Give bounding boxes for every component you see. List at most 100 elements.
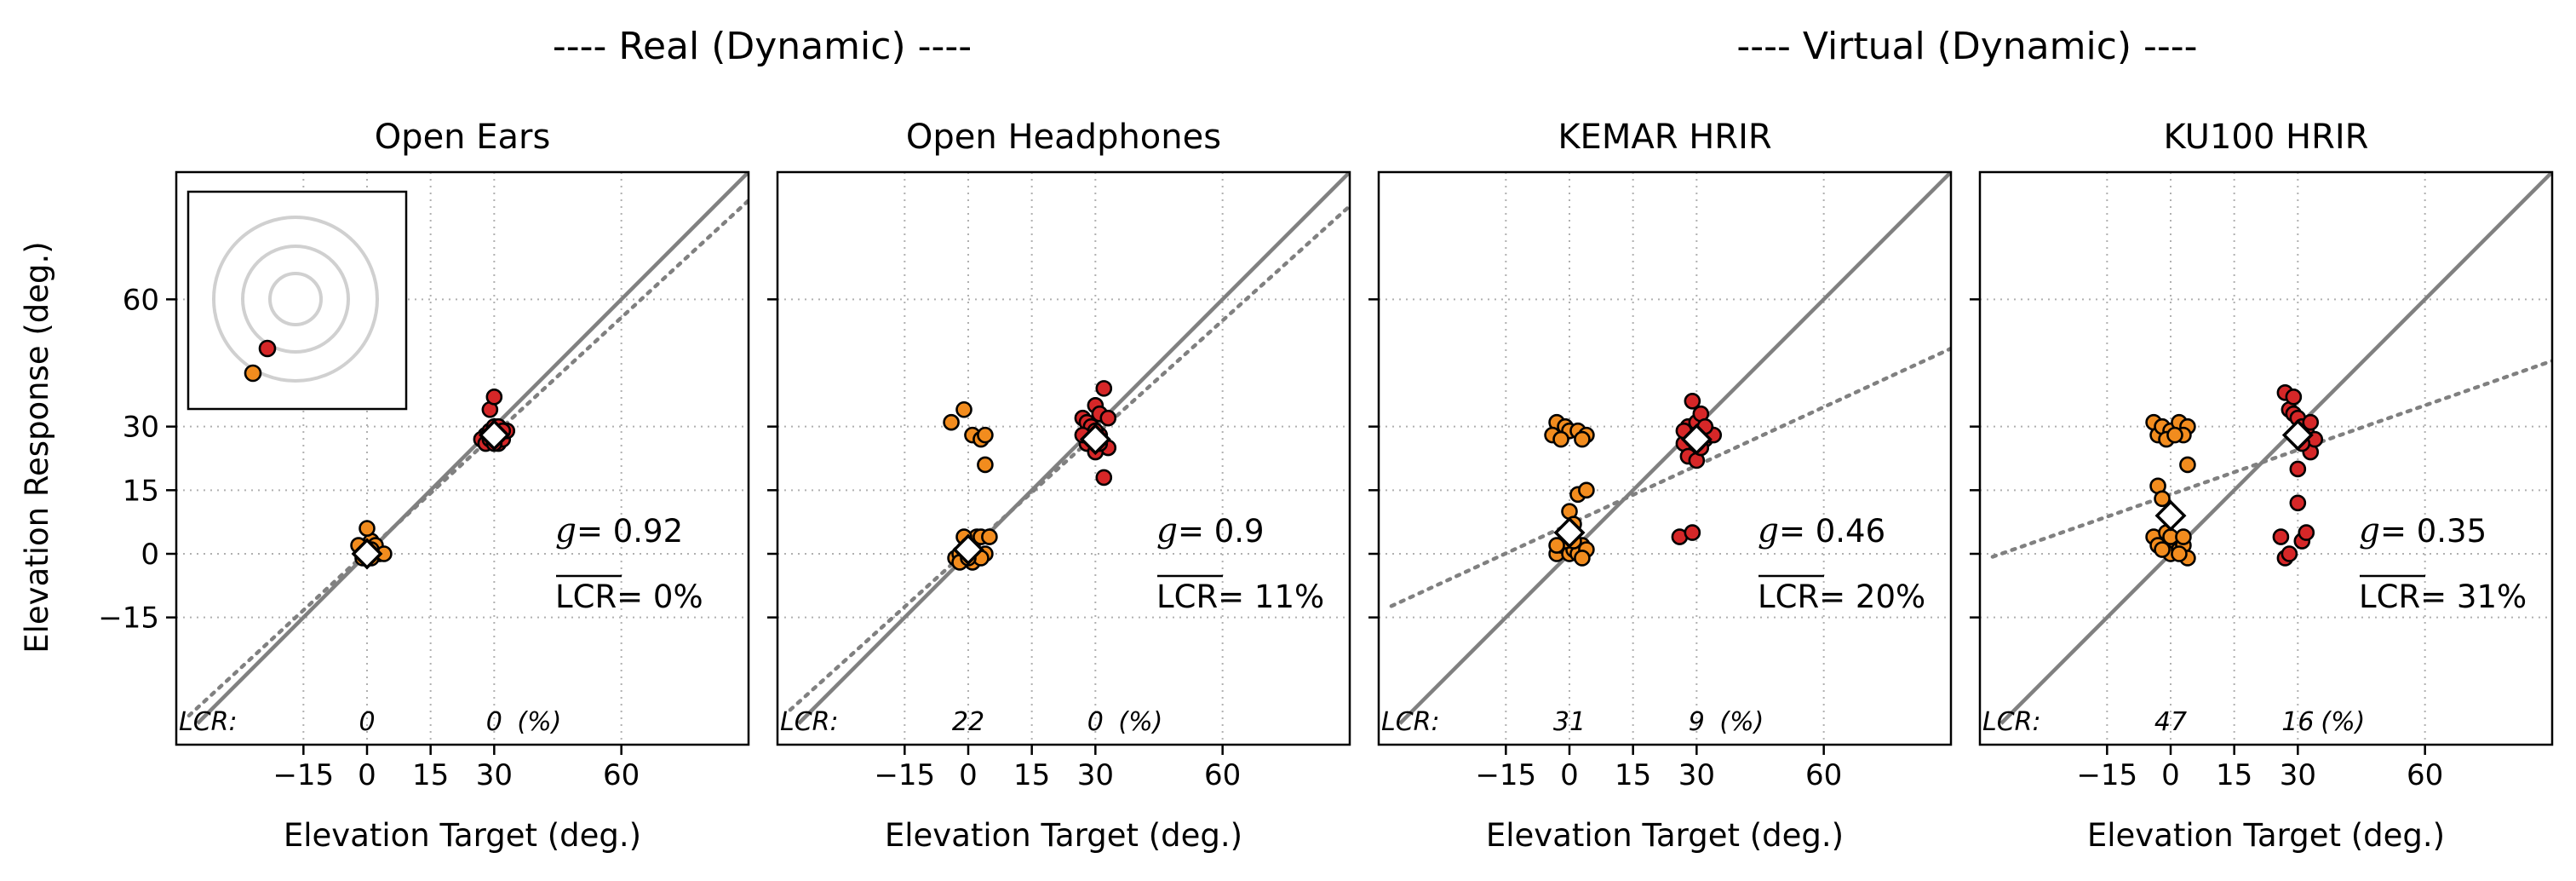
data-point-target-0 (981, 528, 998, 545)
mean-marker (351, 538, 383, 570)
x-axis-label: Elevation Target (deg.) (284, 817, 641, 854)
lcr-value: 9 (1689, 707, 1705, 737)
identity-line (196, 172, 749, 725)
lcr-unit: (%) (2321, 707, 2365, 737)
fit-line (788, 204, 1350, 712)
x-tick-label: 30 (1678, 758, 1715, 792)
panel-title: KEMAR HRIR (1558, 118, 1771, 157)
lcr-mean-value: = 11% (1218, 579, 1324, 615)
data-point-target-0 (2179, 456, 2196, 474)
x-axis-label: Elevation Target (deg.) (2087, 817, 2445, 854)
lcr-unit: (%) (517, 707, 561, 737)
panel-3: KU100 HRIR −15 0 15 30 60 Elevation Target (de… (1970, 118, 2554, 854)
lcr-mean-value: = 0% (617, 579, 703, 615)
data-point-target-30 (1684, 392, 1701, 410)
x-tick-label: 15 (2216, 758, 2252, 792)
x-tick-label: 0 (959, 758, 978, 792)
plot-frame (776, 170, 1351, 746)
data-point-target-30 (1684, 524, 1701, 541)
lcr-value: 47 (2154, 707, 2187, 737)
data-point-target-0 (2175, 528, 2192, 545)
y-tick-label: 30 (123, 411, 159, 445)
data-point-target-30 (2281, 545, 2298, 562)
data-point-target-0 (1574, 550, 1591, 567)
inset-source-point (244, 364, 262, 383)
data-point-target-30 (2272, 528, 2290, 545)
data-point-target-30 (2289, 494, 2307, 512)
mean-marker (1079, 423, 1111, 456)
gain-annotation: g= 0.35 (2359, 512, 2487, 550)
data-point-target-0 (943, 413, 960, 431)
lcr-symbol: LCR (1758, 579, 1819, 615)
gain-value: = 0.9 (1178, 513, 1265, 550)
x-tick-label: 60 (1805, 758, 1842, 792)
plot-area (176, 172, 749, 745)
data-point-target-0 (1578, 481, 1595, 499)
lcr-value: 22 (952, 707, 984, 737)
lcr-row-prefix: LCR: (179, 707, 238, 737)
mean-marker (1553, 516, 1586, 549)
lcr-row-prefix: LCR: (1982, 707, 2041, 737)
data-point-target-0 (1552, 430, 1569, 448)
gain-annotation: g= 0.92 (555, 512, 683, 550)
y-tick-label: −15 (98, 602, 159, 636)
data-point-target-0 (2154, 541, 2171, 558)
mean-marker (478, 419, 510, 452)
panel-title: Open Headphones (906, 118, 1221, 157)
x-tick-label: 30 (476, 758, 513, 792)
y-tick-label: 0 (141, 538, 159, 572)
plot-area (777, 172, 1350, 745)
lcr-symbol: LCR (2359, 579, 2420, 615)
x-tick-label: 60 (1204, 758, 1241, 792)
plot-frame (1978, 170, 2554, 746)
plot-frame (1377, 170, 1953, 746)
data-point-target-30 (2285, 389, 2303, 406)
lcr-unit: (%) (1719, 707, 1764, 737)
plot-frame (175, 170, 750, 746)
mean-marker (2154, 499, 2187, 532)
lcr-mean-annotation: LCR= 20% (1758, 579, 1925, 615)
gain-annotation: g= 0.46 (1758, 512, 1885, 550)
inset-box (186, 190, 408, 411)
gain-symbol: g (1758, 512, 1779, 550)
x-tick-label: 0 (1560, 758, 1579, 792)
panels: Open Ears −15 0 15 30 60 −15 0 15 30 60 Elevation T… (98, 118, 2554, 854)
lcr-unit: (%) (1118, 707, 1162, 737)
x-tick-label: −15 (874, 758, 935, 792)
data-point-target-30 (1095, 469, 1113, 487)
identity-line (1999, 172, 2552, 725)
data-point-target-0 (977, 456, 994, 474)
data-point-target-30 (2302, 413, 2320, 431)
gain-value: = 0.46 (1779, 513, 1885, 550)
lcr-mean-annotation: LCR= 31% (2359, 579, 2527, 615)
x-tick-label: −15 (1475, 758, 1536, 792)
lcr-value: 0 (486, 707, 502, 737)
inset-ring (268, 272, 323, 326)
data-point-target-30 (1095, 380, 1113, 397)
panel-title: KU100 HRIR (2164, 118, 2369, 157)
lcr-value: 0 (359, 707, 375, 737)
x-axis-label: Elevation Target (deg.) (885, 817, 1242, 854)
fit-line (1389, 346, 1951, 608)
fit-line (1990, 359, 2552, 559)
data-point-target-0 (955, 400, 972, 418)
lcr-value: 0 (1087, 707, 1104, 737)
x-tick-label: 60 (603, 758, 640, 792)
x-tick-label: 0 (2161, 758, 2180, 792)
data-point-target-0 (977, 426, 994, 444)
identity-line (1398, 172, 1951, 725)
data-point-target-30 (1099, 409, 1117, 427)
y-axis-label: Elevation Response (deg.) (19, 241, 55, 653)
inset-source-point (258, 339, 277, 358)
plot-area (1379, 172, 1951, 745)
mean-marker (1680, 423, 1713, 456)
x-tick-label: 15 (1013, 758, 1050, 792)
gain-annotation: g= 0.9 (1156, 512, 1265, 550)
x-axis-label: Elevation Target (deg.) (1486, 817, 1844, 854)
data-point-target-30 (2289, 460, 2307, 478)
gain-symbol: g (1156, 512, 1178, 550)
super-title-virtual: ---- Virtual (Dynamic) ---- (1736, 25, 2197, 68)
lcr-row-prefix: LCR: (1381, 707, 1440, 737)
gain-symbol: g (555, 512, 577, 550)
